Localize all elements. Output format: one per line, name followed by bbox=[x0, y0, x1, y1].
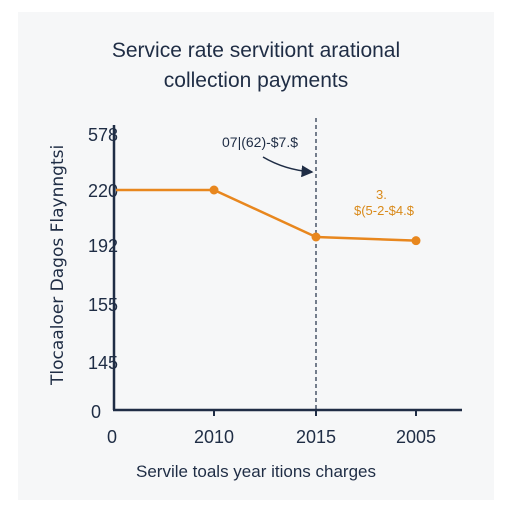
y-tick-label: 0 bbox=[91, 402, 101, 422]
x-tick-label: 2010 bbox=[194, 427, 234, 447]
y-tick-label: 578 bbox=[88, 125, 118, 145]
annotation-superscript: 3. bbox=[376, 187, 387, 202]
data-point bbox=[312, 233, 321, 242]
x-tick-label: 2005 bbox=[396, 427, 436, 447]
annotation-label-orange: $(5-2-$4.$ bbox=[354, 203, 415, 218]
x-tick-label: 0 bbox=[107, 427, 117, 447]
annotation-label: 07|(62)-$7.$ bbox=[222, 134, 298, 150]
x-axis-label: Servile toals year itions charges bbox=[18, 462, 494, 482]
y-tick-label: 192 bbox=[88, 236, 118, 256]
annotation-arrow bbox=[263, 157, 312, 172]
y-tick-label: 145 bbox=[88, 353, 118, 373]
data-point bbox=[412, 236, 421, 245]
x-tick-label: 2015 bbox=[296, 427, 336, 447]
y-tick-label: 220 bbox=[88, 181, 118, 201]
y-tick-label: 155 bbox=[88, 295, 118, 315]
data-point bbox=[210, 186, 219, 195]
